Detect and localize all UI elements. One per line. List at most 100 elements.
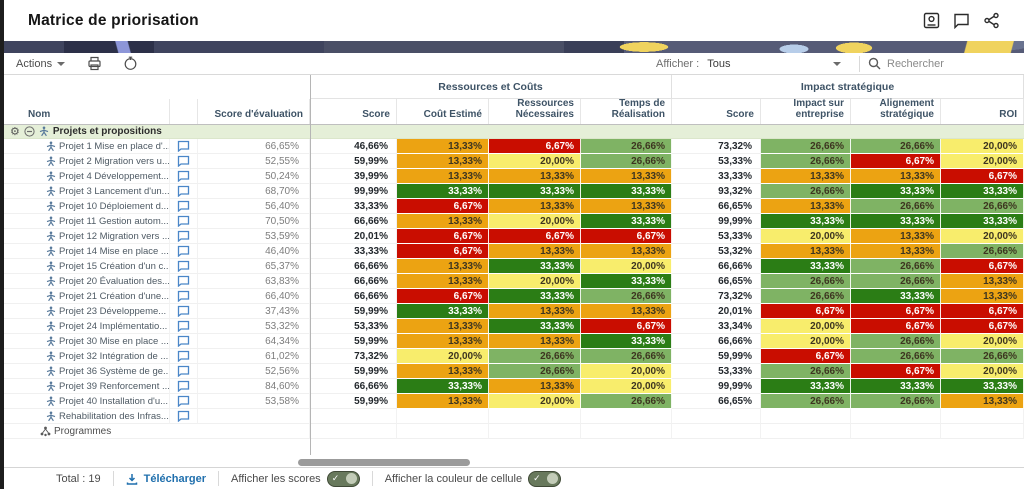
note-icon[interactable] — [177, 140, 190, 152]
rc-temps-cell[interactable]: 33,33% — [581, 334, 672, 349]
is-roi-cell[interactable]: 26,66% — [941, 349, 1024, 364]
rc-cout-cell[interactable]: 6,67% — [397, 244, 489, 259]
column-header-score[interactable]: Score — [672, 99, 761, 124]
is-score-cell[interactable]: 20,01% — [672, 304, 761, 319]
is-impact-cell[interactable]: 20,00% — [761, 334, 851, 349]
rc-cout-cell[interactable]: 33,33% — [397, 304, 489, 319]
rc-cout-cell[interactable]: 13,33% — [397, 274, 489, 289]
row-name-cell[interactable]: Projet 21 Création d'une... — [4, 289, 170, 304]
toggle-scores-switch[interactable]: ✓ — [326, 470, 360, 487]
share-icon[interactable] — [976, 10, 1006, 32]
rc-temps-cell[interactable]: 26,66% — [581, 394, 672, 409]
is-roi-cell[interactable]: 6,67% — [941, 304, 1024, 319]
rc-score-cell[interactable]: 66,66% — [310, 289, 397, 304]
note-icon[interactable] — [177, 230, 190, 242]
rc-ress-cell[interactable]: 13,33% — [489, 199, 581, 214]
rc-temps-cell[interactable]: 6,67% — [581, 319, 672, 334]
afficher-filter-dropdown[interactable]: Afficher : Tous — [656, 58, 851, 70]
frozen-pane-divider[interactable] — [310, 75, 311, 455]
is-impact-cell[interactable]: 13,33% — [761, 244, 851, 259]
is-score-cell[interactable]: 53,32% — [672, 244, 761, 259]
rc-ress-cell[interactable]: 33,33% — [489, 259, 581, 274]
rc-score-cell[interactable]: 59,99% — [310, 304, 397, 319]
rc-temps-cell[interactable]: 20,00% — [581, 364, 672, 379]
comment-icon[interactable] — [946, 10, 976, 32]
rc-cout-cell[interactable]: 13,33% — [397, 169, 489, 184]
printer-icon[interactable] — [79, 54, 109, 74]
is-align-cell[interactable]: 26,66% — [851, 394, 941, 409]
is-impact-cell[interactable]: 26,66% — [761, 184, 851, 199]
is-roi-cell[interactable]: 20,00% — [941, 139, 1024, 154]
rc-temps-cell[interactable]: 13,33% — [581, 169, 672, 184]
note-icon[interactable] — [177, 335, 190, 347]
is-align-cell[interactable]: 26,66% — [851, 334, 941, 349]
is-impact-cell[interactable]: 20,00% — [761, 319, 851, 334]
rc-ress-cell[interactable]: 20,00% — [489, 274, 581, 289]
rc-ress-cell[interactable]: 26,66% — [489, 364, 581, 379]
is-score-cell[interactable]: 99,99% — [672, 214, 761, 229]
row-name-cell[interactable]: Projet 23 Développeme... — [4, 304, 170, 319]
group-row-programmes[interactable]: Programmes — [4, 424, 1024, 439]
rc-cout-cell[interactable]: 13,33% — [397, 364, 489, 379]
rc-ress-cell[interactable]: 13,33% — [489, 244, 581, 259]
rc-cout-cell[interactable]: 13,33% — [397, 334, 489, 349]
score-evaluation-cell[interactable]: 70,50% — [198, 214, 310, 229]
rc-temps-cell[interactable]: 26,66% — [581, 154, 672, 169]
is-roi-cell[interactable]: 20,00% — [941, 154, 1024, 169]
column-header-nom[interactable]: Nom — [4, 99, 170, 124]
is-score-cell[interactable]: 33,33% — [672, 169, 761, 184]
user-card-icon[interactable] — [916, 10, 946, 32]
rc-score-cell[interactable]: 20,01% — [310, 229, 397, 244]
rc-ress-cell[interactable]: 13,33% — [489, 169, 581, 184]
is-roi-cell[interactable]: 33,33% — [941, 184, 1024, 199]
download-button[interactable]: Télécharger — [114, 473, 218, 485]
note-icon[interactable] — [177, 365, 190, 377]
note-icon[interactable] — [177, 245, 190, 257]
is-roi-cell[interactable]: 13,33% — [941, 274, 1024, 289]
score-evaluation-cell[interactable] — [198, 409, 310, 424]
rc-score-cell[interactable]: 39,99% — [310, 169, 397, 184]
rc-temps-cell[interactable]: 13,33% — [581, 304, 672, 319]
is-score-cell[interactable]: 53,33% — [672, 154, 761, 169]
rc-cout-cell[interactable]: 13,33% — [397, 319, 489, 334]
rc-cout-cell[interactable]: 6,67% — [397, 199, 489, 214]
rc-ress-cell[interactable]: 13,33% — [489, 304, 581, 319]
rc-score-cell[interactable]: 59,99% — [310, 394, 397, 409]
row-name-cell[interactable]: Projet 11 Gestion autom... — [4, 214, 170, 229]
is-score-cell[interactable]: 73,32% — [672, 139, 761, 154]
row-name-cell[interactable]: Projet 1 Mise en place d'... — [4, 139, 170, 154]
note-icon[interactable] — [177, 350, 190, 362]
row-name-cell[interactable]: Projet 20 Évaluation des... — [4, 274, 170, 289]
row-name-cell[interactable]: Projet 36 Système de ge... — [4, 364, 170, 379]
history-icon[interactable] — [115, 54, 145, 74]
is-roi-cell[interactable] — [941, 409, 1024, 424]
rc-temps-cell[interactable]: 6,67% — [581, 229, 672, 244]
is-align-cell[interactable]: 13,33% — [851, 244, 941, 259]
rc-cout-cell[interactable]: 13,33% — [397, 394, 489, 409]
rc-score-cell[interactable]: 33,33% — [310, 244, 397, 259]
score-evaluation-cell[interactable]: 56,40% — [198, 199, 310, 214]
rc-ress-cell[interactable]: 33,33% — [489, 319, 581, 334]
note-icon[interactable] — [177, 215, 190, 227]
is-impact-cell[interactable]: 33,33% — [761, 214, 851, 229]
is-align-cell[interactable]: 33,33% — [851, 379, 941, 394]
column-header-score[interactable]: Score — [310, 99, 397, 124]
rc-score-cell[interactable]: 99,99% — [310, 184, 397, 199]
is-align-cell[interactable]: 6,67% — [851, 319, 941, 334]
score-evaluation-cell[interactable]: 63,83% — [198, 274, 310, 289]
is-align-cell[interactable]: 33,33% — [851, 214, 941, 229]
is-roi-cell[interactable]: 13,33% — [941, 289, 1024, 304]
row-name-cell[interactable]: Projet 4 Développement... — [4, 169, 170, 184]
rc-cout-cell[interactable]: 33,33% — [397, 379, 489, 394]
is-impact-cell[interactable]: 26,66% — [761, 274, 851, 289]
rc-temps-cell[interactable] — [581, 409, 672, 424]
rc-cout-cell[interactable]: 13,33% — [397, 259, 489, 274]
rc-cout-cell[interactable]: 6,67% — [397, 289, 489, 304]
is-impact-cell[interactable]: 26,66% — [761, 289, 851, 304]
is-score-cell[interactable]: 66,66% — [672, 259, 761, 274]
note-icon[interactable] — [177, 155, 190, 167]
is-roi-cell[interactable]: 33,33% — [941, 379, 1024, 394]
score-evaluation-cell[interactable]: 52,55% — [198, 154, 310, 169]
note-icon[interactable] — [177, 260, 190, 272]
rc-temps-cell[interactable]: 26,66% — [581, 139, 672, 154]
